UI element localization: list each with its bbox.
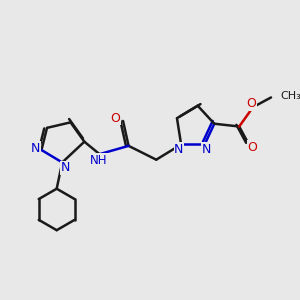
Text: O: O (110, 112, 120, 125)
Text: O: O (247, 97, 256, 110)
Text: N: N (174, 143, 184, 156)
Text: O: O (247, 141, 257, 154)
Text: NH: NH (89, 154, 107, 167)
Text: N: N (60, 161, 70, 175)
Text: N: N (201, 143, 211, 156)
Text: N: N (31, 142, 40, 155)
Text: CH₃: CH₃ (281, 91, 300, 101)
